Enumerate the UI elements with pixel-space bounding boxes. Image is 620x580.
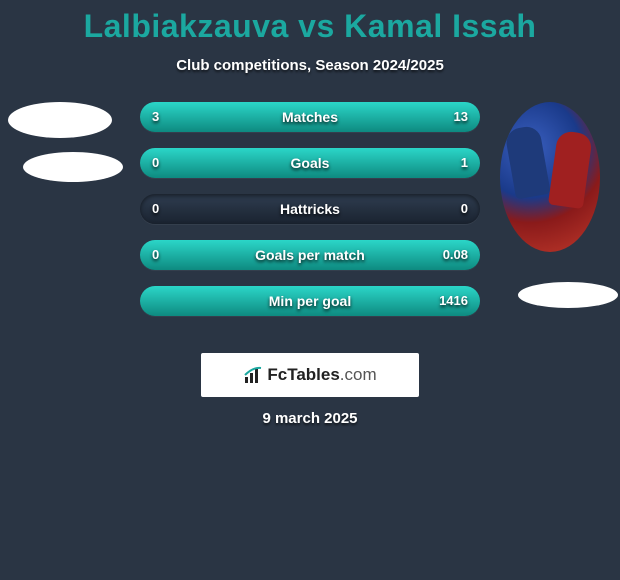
branding-box: FcTables.com [201, 353, 419, 397]
stat-value-right: 0 [461, 194, 468, 224]
stat-row-hattricks: 0 Hattricks 0 [140, 194, 480, 224]
bar-chart-icon [243, 365, 263, 385]
placeholder-ellipse-icon [8, 102, 112, 138]
branding-domain: .com [340, 365, 377, 384]
footer-date: 9 march 2025 [0, 410, 620, 427]
branding-name: FcTables [267, 365, 339, 384]
stat-value-right: 1 [461, 148, 468, 178]
branding-text: FcTables.com [267, 365, 376, 385]
player-left-avatar [8, 102, 112, 206]
stat-row-min-per-goal: Min per goal 1416 [140, 286, 480, 316]
page-subtitle: Club competitions, Season 2024/2025 [0, 57, 620, 74]
stat-label: Matches [140, 102, 480, 132]
page-title: Lalbiakzauva vs Kamal Issah [0, 0, 620, 45]
stat-value-right: 1416 [439, 286, 468, 316]
comparison-area: 3 Matches 13 0 Goals 1 0 Hattricks 0 0 G… [0, 102, 620, 362]
stat-bars: 3 Matches 13 0 Goals 1 0 Hattricks 0 0 G… [140, 102, 480, 332]
stat-label: Goals [140, 148, 480, 178]
stat-label: Min per goal [140, 286, 480, 316]
stat-row-goals-per-match: 0 Goals per match 0.08 [140, 240, 480, 270]
placeholder-ellipse-icon [518, 282, 618, 308]
stat-label: Hattricks [140, 194, 480, 224]
stat-value-right: 0.08 [443, 240, 468, 270]
stat-value-right: 13 [454, 102, 468, 132]
placeholder-ellipse-icon [23, 152, 123, 182]
stat-row-goals: 0 Goals 1 [140, 148, 480, 178]
player-right-avatar [500, 102, 600, 252]
stat-row-matches: 3 Matches 13 [140, 102, 480, 132]
stat-label: Goals per match [140, 240, 480, 270]
